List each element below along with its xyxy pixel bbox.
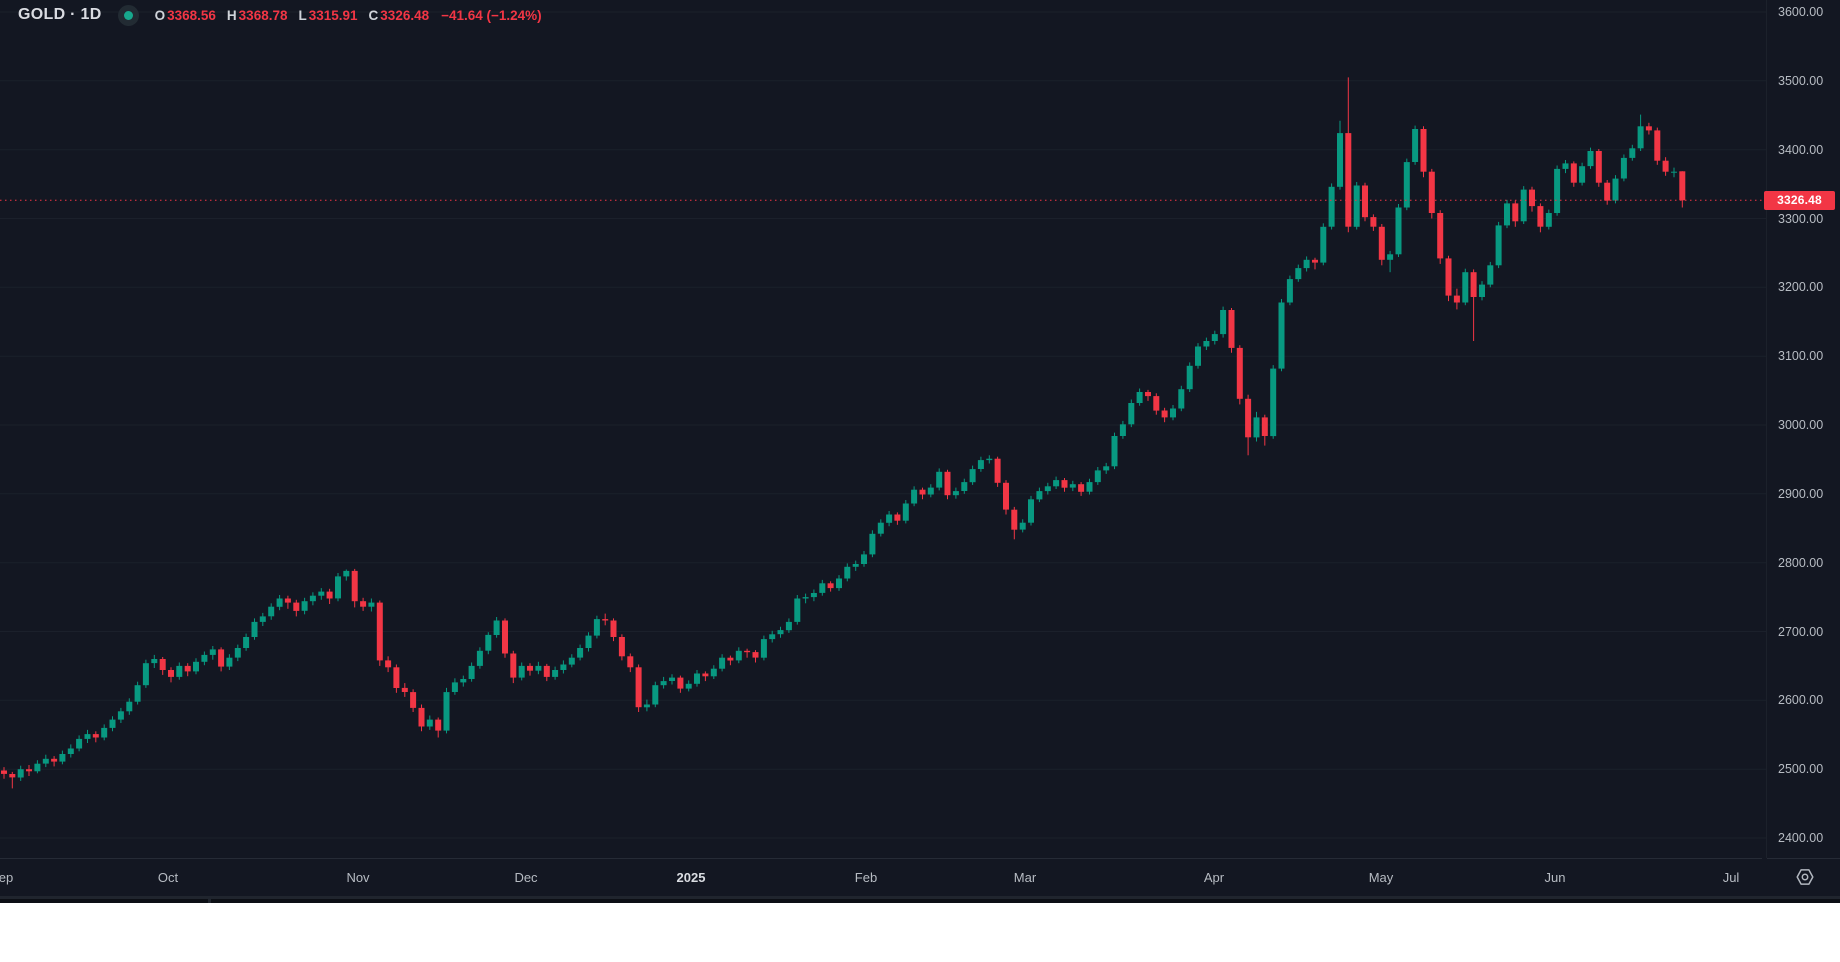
time-tick-label: Oct — [157, 870, 179, 885]
time-tick-label: ep — [0, 870, 14, 885]
time-tick-label: Apr — [1203, 870, 1225, 885]
ohlc-value: 3368.56 — [167, 7, 216, 23]
time-tick-label: Jun — [1544, 870, 1566, 885]
symbol-title[interactable]: GOLD · 1D — [18, 6, 102, 23]
price-tick-label: 2700.00 — [1778, 624, 1824, 639]
price-tick-label: 3600.00 — [1778, 5, 1824, 19]
price-tick-label: 3100.00 — [1778, 349, 1824, 364]
market-status-dot-inner — [123, 10, 133, 20]
price-tick-label: 2600.00 — [1778, 693, 1824, 708]
time-tick-label: Dec — [514, 870, 538, 885]
ohlc-letter: C — [368, 7, 379, 23]
ohlc-letter: O — [154, 7, 166, 23]
ohlc-value: 3326.48 — [380, 7, 430, 23]
ohlc-value: 3368.78 — [238, 7, 288, 23]
ohlc-letter: L — [298, 7, 307, 23]
change-value: −41.64 (−1.24%) — [441, 7, 542, 23]
time-axis[interactable]: ep Oct Nov Dec 2025 Feb Mar Apr May Jun Jul — [0, 858, 1840, 897]
price-tick-label: 2900.00 — [1778, 486, 1824, 501]
page-background-below-chart — [0, 903, 1840, 962]
bottom-strip — [0, 896, 1840, 899]
price-tick-label: 3000.00 — [1778, 418, 1824, 432]
bottom-strip-line — [0, 899, 1840, 903]
price-tick-label: 3500.00 — [1778, 73, 1824, 88]
ohlc-values: O 3368.56 H 3368.78 L 3315.91 C 3326.48 — [155, 8, 441, 23]
time-tick-label: Jul — [1722, 870, 1740, 885]
price-tick-label: 3300.00 — [1778, 211, 1824, 226]
last-price-label: 3326.48 — [1764, 190, 1835, 210]
axis-corner-gap — [1762, 858, 1767, 859]
candlestick-chart[interactable] — [0, 0, 1766, 858]
bottom-strip-divider — [208, 899, 211, 903]
market-status-dot[interactable] — [117, 4, 139, 26]
time-tick-label: 2025 — [676, 870, 706, 885]
ohlc-letter: H — [226, 7, 237, 23]
price-tick-label: 3400.00 — [1778, 142, 1824, 157]
time-tick-label: Mar — [1013, 870, 1037, 885]
price-tick-label: 2500.00 — [1778, 762, 1824, 777]
timezone-settings-button[interactable] — [1794, 866, 1816, 888]
time-tick-label: Nov — [346, 870, 370, 885]
price-axis[interactable]: 3600.00 3500.00 3400.00 3300.00 3200.00 3100.… — [1766, 0, 1840, 858]
gear-icon — [1796, 869, 1814, 885]
time-tick-label: May — [1368, 870, 1394, 885]
time-tick-label: Feb — [854, 870, 878, 885]
ohlc-value: 3315.91 — [308, 7, 358, 23]
legend: GOLD · 1D O 3368.56 H 3368.78 L 3315.91 C 3326.… — [18, 3, 542, 27]
price-tick-label: 2400.00 — [1778, 831, 1824, 845]
price-tick-label: 2800.00 — [1778, 555, 1824, 570]
price-tick-label: 3200.00 — [1778, 280, 1824, 295]
